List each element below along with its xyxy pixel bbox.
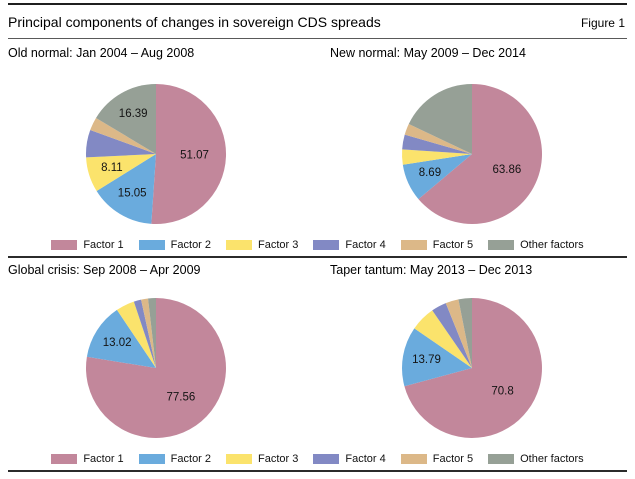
pie-chart-taper-tantum: 70.8 13.79 [401, 298, 542, 438]
legend-swatch [138, 240, 165, 250]
legend-item-factor-1: Factor 1 [51, 453, 124, 465]
pie-slice-factor-4 [85, 130, 156, 158]
slice-value-label: 8.69 [419, 167, 441, 179]
legend-item-factor-3: Factor 3 [226, 239, 298, 251]
chart-title-taper-tantum: Taper tantum: May 2013 – Dec 2013 [330, 263, 533, 277]
pie-slice-factor-2 [96, 154, 156, 224]
legend-label: Other factors [520, 239, 584, 251]
legend-bottom: Factor 1 Factor 2 Factor 3 Factor 4 Factor 5… [8, 452, 627, 466]
legend-item-factor-5: Factor 5 [400, 239, 474, 251]
pie-slice-factor-3 [116, 301, 156, 368]
slice-value-label: 13.02 [103, 337, 132, 349]
pie-slice-factor-5 [141, 298, 156, 368]
legend-label: Factor 2 [170, 239, 212, 251]
pie-slice-factor-4 [133, 299, 156, 368]
slice-value-label: 77.56 [167, 391, 196, 403]
pie-slice-other-factors [408, 84, 472, 154]
legend-label: Factor 1 [83, 453, 124, 465]
slice-value-label: 16.39 [119, 108, 148, 120]
bottom-rule [8, 470, 627, 472]
legend-label: Factor 2 [170, 453, 212, 465]
pie-slice-other-factors [148, 298, 156, 368]
legend-label: Factor 5 [432, 239, 474, 251]
figure-number-label: Figure 1 [580, 16, 625, 30]
legend-item-factor-5: Factor 5 [400, 453, 474, 465]
pie-slice-factor-5 [90, 117, 156, 154]
top-rule [8, 3, 627, 5]
chart-title-old-normal: Old normal: Jan 2004 – Aug 2008 [8, 46, 195, 60]
figure-title: Principal components of changes in sover… [8, 14, 381, 30]
pie-slice-factor-5 [445, 299, 472, 368]
legend-swatch [400, 240, 427, 250]
chart-title-new-normal: New normal: May 2009 – Dec 2014 [330, 46, 526, 60]
legend-label: Factor 3 [258, 239, 299, 251]
legend-label: Factor 5 [432, 453, 474, 465]
pie-chart-global-crisis: 77.56 13.02 [85, 298, 226, 438]
pie-slice-factor-3 [86, 154, 156, 192]
legend-swatch [51, 240, 78, 250]
pie-slice-factor-3 [414, 310, 472, 368]
pie-slice-factor-2 [86, 309, 156, 368]
legend-item-factor-2: Factor 2 [138, 239, 212, 251]
pie-slice-factor-4 [432, 303, 472, 368]
legend-label: Factor 1 [83, 239, 124, 251]
slice-value-label: 51.07 [180, 149, 209, 161]
chart-title-global-crisis: Global crisis: Sep 2008 – Apr 2009 [8, 263, 201, 277]
legend-item-factor-1: Factor 1 [51, 239, 124, 251]
legend-item-factor-4: Factor 4 [313, 453, 386, 465]
slice-value-label: 63.86 [493, 164, 522, 176]
legend-swatch [226, 454, 253, 464]
legend-swatch [488, 240, 515, 250]
middle-rule [8, 256, 627, 258]
legend-top: Factor 1 Factor 2 Factor 3 Factor 4 Factor 5… [8, 238, 627, 252]
slice-value-label: 70.8 [491, 385, 513, 397]
legend-swatch [488, 454, 515, 464]
pie-slice-other-factors [458, 298, 472, 368]
legend-swatch [226, 240, 253, 250]
slice-value-label: 8.11 [101, 162, 123, 174]
slice-value-label: 13.79 [412, 354, 441, 366]
header-rule [8, 38, 627, 39]
pie-slice-factor-3 [401, 149, 472, 165]
legend-item-other-factors: Other factors [488, 239, 584, 251]
legend-item-factor-4: Factor 4 [313, 239, 386, 251]
slice-value-label: 15.05 [118, 188, 147, 200]
pie-slice-other-factors [96, 84, 156, 154]
legend-label: Factor 4 [345, 239, 386, 251]
pie-slice-factor-1 [418, 84, 543, 224]
pie-chart-old-normal: 51.07 15.05 8.11 16.39 [85, 83, 227, 224]
pie-slice-factor-4 [402, 134, 472, 154]
pie-slice-factor-1 [151, 83, 227, 224]
legend-item-other-factors: Other factors [488, 453, 584, 465]
pie-slice-factor-2 [401, 328, 472, 387]
pie-slice-factor-1 [85, 298, 226, 438]
legend-swatch [400, 454, 427, 464]
legend-item-factor-3: Factor 3 [226, 453, 298, 465]
legend-label: Factor 3 [258, 453, 299, 465]
legend-swatch [138, 454, 165, 464]
pie-slice-factor-5 [404, 124, 472, 154]
legend-label: Other factors [520, 453, 584, 465]
legend-swatch [313, 240, 340, 250]
legend-item-factor-2: Factor 2 [138, 453, 212, 465]
pie-chart-new-normal: 63.86 8.69 [401, 84, 543, 224]
pie-slice-factor-1 [404, 298, 542, 438]
legend-swatch [51, 454, 78, 464]
pie-slice-factor-2 [402, 154, 472, 200]
legend-swatch [313, 454, 340, 464]
legend-label: Factor 4 [345, 453, 386, 465]
